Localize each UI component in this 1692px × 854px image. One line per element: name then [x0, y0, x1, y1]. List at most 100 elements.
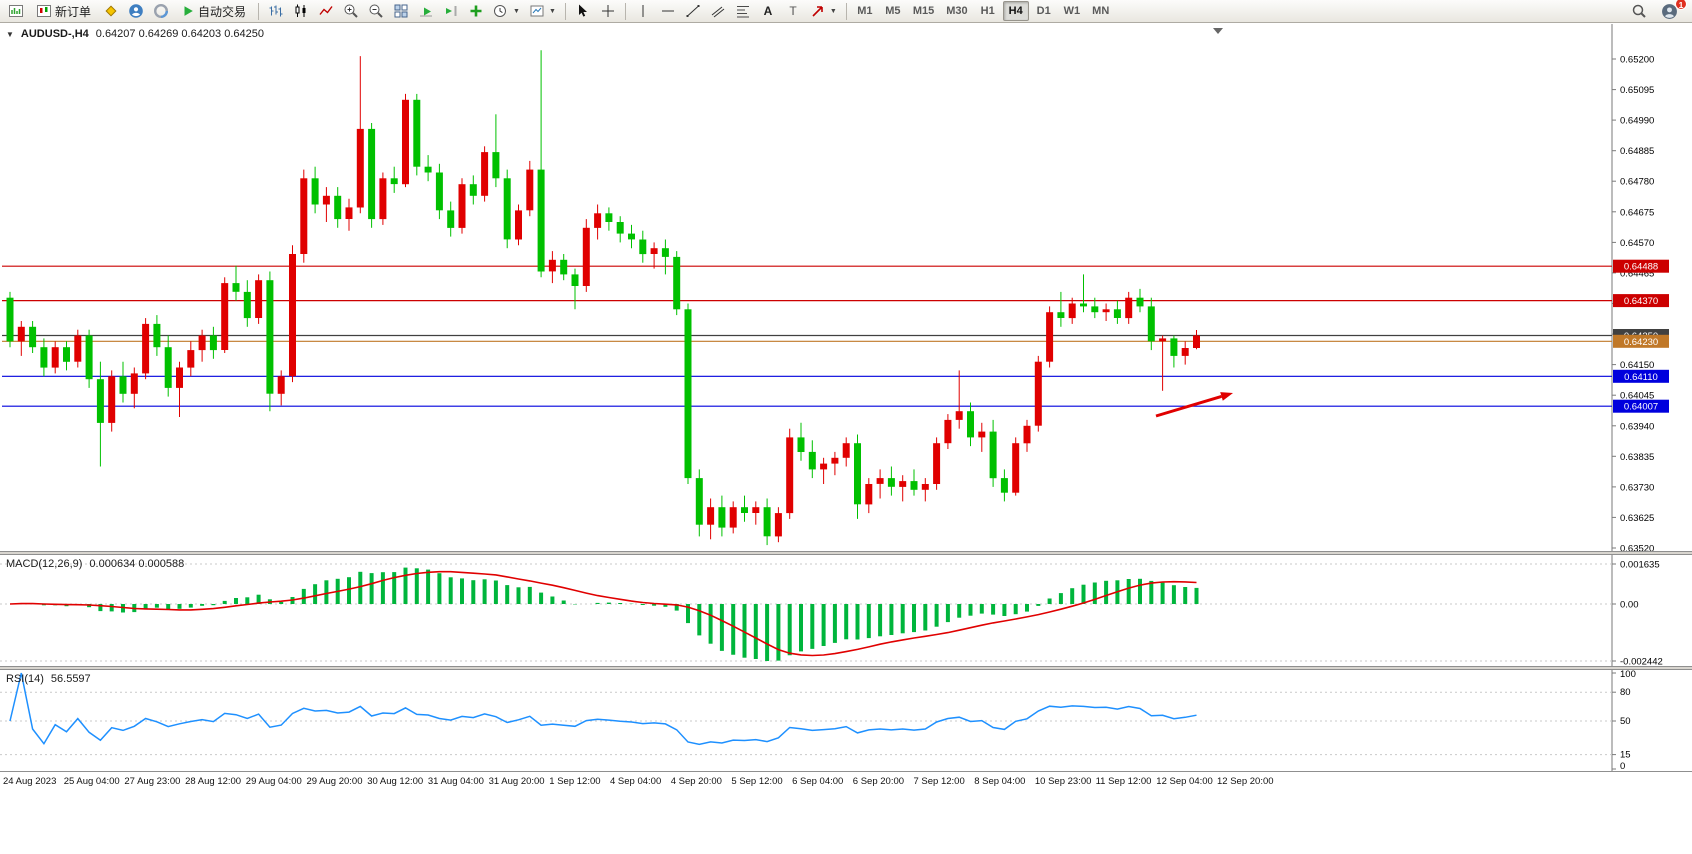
chevron-down-icon: ▼ — [548, 7, 556, 15]
new-chart-button[interactable] — [4, 1, 28, 21]
time-axis-label: 6 Sep 20:00 — [852, 776, 905, 787]
candlestick-icon — [295, 4, 306, 17]
trendline-button[interactable] — [681, 1, 705, 21]
refresh-button[interactable] — [149, 1, 173, 21]
svg-text:0.001635: 0.001635 — [1620, 560, 1660, 571]
bar-chart-button[interactable] — [264, 1, 288, 21]
macd-histogram — [19, 567, 1199, 661]
main-price-chart[interactable]: 0.65200 0.65095 0.64990 0.64885 0.64780 0.646… — [0, 24, 1692, 551]
symbol-dropdown-icon[interactable]: ▼ — [6, 29, 14, 39]
timeframe-button-m30[interactable]: M30 — [941, 1, 972, 21]
indicators-plus-icon — [470, 5, 482, 17]
auto-scroll-button[interactable] — [414, 1, 438, 21]
templates-button[interactable]: ▼ — [525, 1, 560, 21]
time-axis-label: 8 Sep 04:00 — [974, 776, 1026, 787]
chart-shift-marker[interactable] — [1213, 28, 1223, 34]
macd-values: 0.000634 0.000588 — [89, 558, 185, 570]
toolbar-separator — [845, 2, 847, 20]
time-axis-label: 1 Sep 12:00 — [549, 776, 601, 787]
time-axis-label: 7 Sep 12:00 — [913, 776, 965, 787]
market-button[interactable] — [99, 1, 123, 21]
macd-panel[interactable]: 0.001635 0.00 -0.002442 — [0, 555, 1692, 667]
toolbar: 新订单 自动交易 ▼ ▼ A T ▼ M1 M5 M15 M30 H1 H4 D1 W1 MN … — [0, 0, 1692, 23]
new-order-button[interactable]: 新订单 — [29, 1, 98, 21]
time-axis-label: 31 Aug 20:00 — [488, 776, 545, 787]
account-icon — [1662, 3, 1677, 19]
svg-text:0.64110: 0.64110 — [1624, 372, 1658, 383]
rsi-panel[interactable]: 100 80 50 150 — [0, 670, 1692, 771]
person-icon — [129, 4, 143, 18]
arrows-button[interactable]: ▼ — [806, 1, 841, 21]
svg-text:0.64230: 0.64230 — [1624, 337, 1658, 348]
candlestick-chart-button[interactable] — [289, 1, 313, 21]
panel-separator[interactable] — [0, 666, 1692, 670]
svg-text:0.64780: 0.64780 — [1620, 177, 1654, 188]
svg-text:80: 80 — [1620, 687, 1631, 698]
svg-text:0.64045: 0.64045 — [1620, 391, 1654, 402]
timeframe-button-w1[interactable]: W1 — [1059, 1, 1086, 21]
community-button[interactable] — [124, 1, 148, 21]
timeframe-button-m5[interactable]: M5 — [880, 1, 906, 21]
text-label-button[interactable]: T — [781, 1, 805, 21]
svg-text:0.63625: 0.63625 — [1620, 513, 1654, 524]
timeframe-button-d1[interactable]: D1 — [1031, 1, 1057, 21]
auto-scroll-icon — [420, 7, 433, 17]
horizontal-price-lines[interactable] — [2, 265, 1612, 407]
time-axis-label: 24 Aug 2023 — [3, 776, 57, 787]
trendline-icon — [686, 5, 700, 17]
chevron-down-icon: ▼ — [513, 7, 520, 15]
svg-text:-0.002442: -0.002442 — [1620, 657, 1663, 668]
auto-trading-button[interactable]: 自动交易 — [174, 1, 253, 21]
time-axis-label: 12 Sep 04:00 — [1156, 776, 1213, 787]
new-order-icon — [37, 5, 51, 17]
svg-text:0.64990: 0.64990 — [1620, 116, 1654, 127]
timeframe-button-mn[interactable]: MN — [1087, 1, 1114, 21]
toolbar-right-group: 1 — [1627, 0, 1688, 21]
periods-button[interactable]: ▼ — [489, 1, 524, 21]
text-button[interactable]: A — [756, 1, 780, 21]
svg-text:100: 100 — [1620, 670, 1636, 680]
timeframe-button-m1[interactable]: M1 — [852, 1, 878, 21]
svg-text:0.64885: 0.64885 — [1620, 146, 1654, 157]
timeframe-button-h1[interactable]: H1 — [975, 1, 1001, 21]
diamond-icon — [105, 5, 117, 17]
zoom-out-icon — [369, 4, 383, 18]
zoom-in-button[interactable] — [339, 1, 363, 21]
time-axis-label: 30 Aug 12:00 — [367, 776, 424, 787]
time-axis-label: 10 Sep 23:00 — [1034, 776, 1092, 787]
tile-windows-icon — [394, 4, 408, 18]
new-order-label: 新订单 — [55, 4, 92, 19]
vertical-line-button[interactable] — [631, 1, 655, 21]
cursor-button[interactable] — [571, 1, 595, 21]
crosshair-icon — [601, 5, 614, 17]
macd-signal-line — [9, 570, 1197, 657]
trend-arrow[interactable] — [1155, 392, 1233, 418]
panel-separator[interactable] — [0, 551, 1692, 555]
time-axis-label: 27 Aug 23:00 — [124, 776, 181, 787]
line-chart-button[interactable] — [314, 1, 338, 21]
zoom-out-button[interactable] — [364, 1, 388, 21]
horizontal-line-button[interactable] — [656, 1, 680, 21]
price-line-label: 0.64007 — [1613, 399, 1669, 413]
svg-text:0.65095: 0.65095 — [1620, 85, 1654, 96]
indicators-button[interactable] — [464, 1, 488, 21]
svg-text:0.64675: 0.64675 — [1620, 207, 1654, 218]
time-axis[interactable]: 24 Aug 2023 25 Aug 04:00 27 Aug 23:00 28 Au… — [0, 771, 1692, 791]
timeframe-button-h4[interactable]: H4 — [1002, 1, 1029, 21]
chart-shift-button[interactable] — [439, 1, 463, 21]
tile-windows-button[interactable] — [389, 1, 413, 21]
fibonacci-button[interactable] — [731, 1, 755, 21]
time-axis-label: 25 Aug 04:00 — [63, 776, 120, 787]
search-button[interactable] — [1627, 1, 1651, 21]
svg-text:0.64007: 0.64007 — [1624, 402, 1658, 413]
chart-window: 0.65200 0.65095 0.64990 0.64885 0.64780 0.646… — [0, 24, 1692, 854]
svg-text:50: 50 — [1620, 716, 1631, 727]
rsi-label: RSI(14) — [6, 673, 44, 685]
toolbar-separator — [564, 2, 566, 20]
time-axis-label: 29 Aug 04:00 — [245, 776, 302, 787]
account-button[interactable]: 1 — [1657, 0, 1687, 21]
channel-button[interactable] — [706, 1, 730, 21]
crosshair-button[interactable] — [596, 1, 620, 21]
timeframe-button-m15[interactable]: M15 — [908, 1, 939, 21]
price-axis[interactable]: 0.65200 0.65095 0.64990 0.64885 0.64780 0.646… — [1611, 24, 1654, 551]
